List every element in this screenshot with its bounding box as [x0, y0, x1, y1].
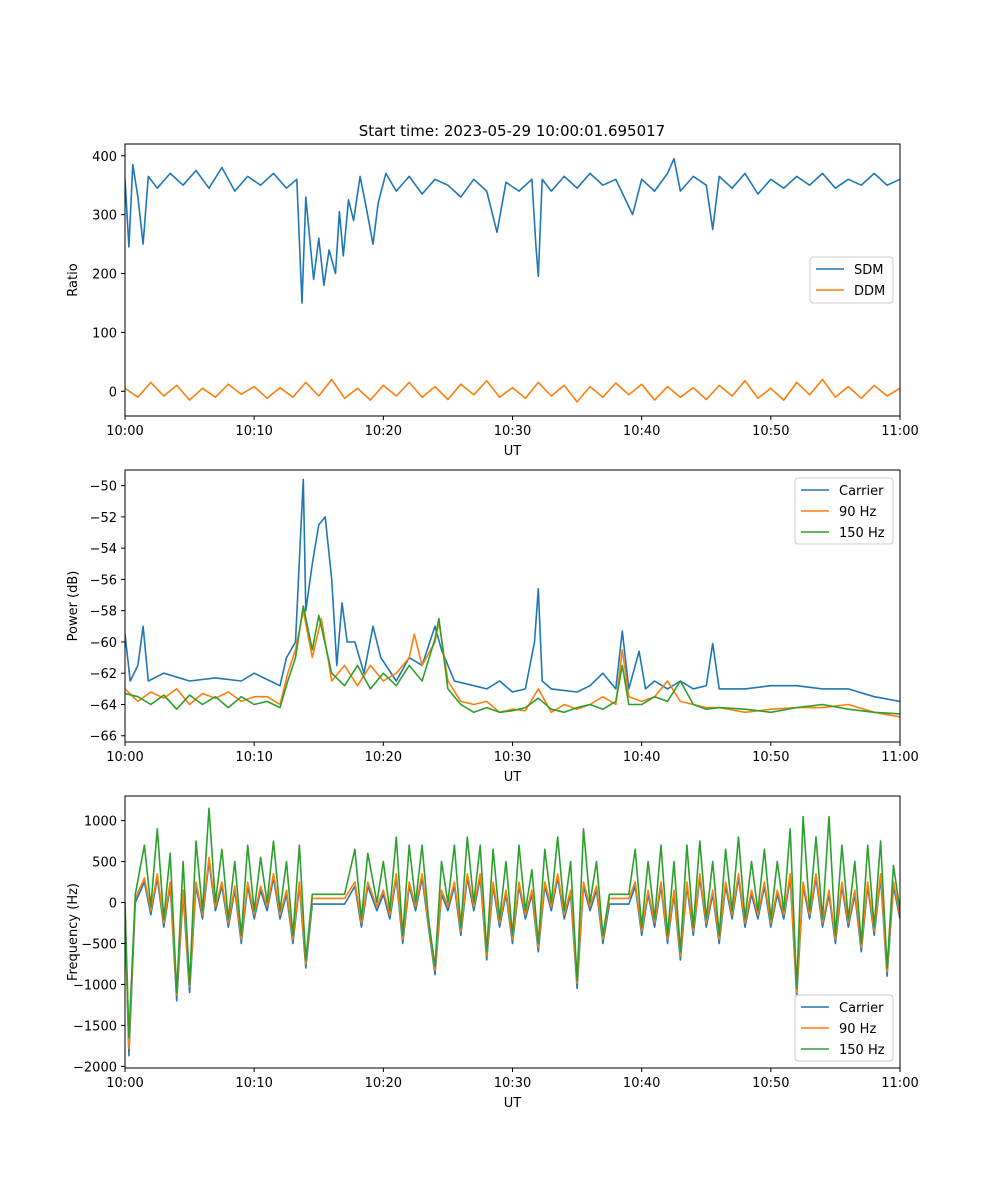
chart-panel-1: 10:00 10:10 10:20 10:30 10:40 10:50 11:00 0 100 2…: [66, 143, 919, 459]
series-line-150-hz: [125, 807, 900, 1039]
x-tick-label: 10:50: [752, 424, 789, 439]
y-tick-label: −58: [90, 605, 117, 620]
x-tick-label: 10:20: [365, 750, 402, 765]
y-tick-label: −54: [90, 542, 117, 557]
y-tick-label: 200: [92, 268, 117, 283]
y-tick-label: −52: [90, 511, 117, 526]
legend-label: Carrier: [839, 484, 884, 499]
chart-panel-3: 10:00 10:10 10:20 10:30 10:40 10:50 11:00 −2000…: [66, 795, 919, 1111]
legend: Carrier 90 Hz 150 Hz: [794, 477, 894, 545]
chart-panels: 10:00 10:10 10:20 10:30 10:40 10:50 11:00 0 100 2…: [66, 143, 919, 1111]
y-tick-label: −62: [90, 667, 117, 682]
x-tick-label: 10:50: [752, 750, 789, 765]
x-tick-label: 10:00: [106, 750, 143, 765]
x-tick-label: 10:40: [623, 1076, 660, 1091]
x-tick-label: 10:00: [106, 1076, 143, 1091]
legend: Carrier 90 Hz 150 Hz: [794, 994, 894, 1062]
y-tick-label: 500: [92, 856, 117, 871]
y-tick-label: −50: [90, 480, 117, 495]
x-axis-label: UT: [504, 444, 522, 459]
y-axis-label: Power (dB): [66, 571, 81, 642]
x-axis-label: UT: [504, 770, 522, 785]
x-tick-label: 10:40: [623, 424, 660, 439]
y-tick-label: −500: [81, 937, 117, 952]
y-tick-label: −56: [90, 573, 117, 588]
y-tick-label: −60: [90, 636, 117, 651]
x-tick-label: 10:30: [494, 1076, 531, 1091]
series-line-ddm: [125, 378, 900, 403]
series-line-150-hz: [125, 605, 900, 715]
chart-panel-2: 10:00 10:10 10:20 10:30 10:40 10:50 11:00 −66 −6…: [66, 469, 919, 785]
x-tick-label: 11:00: [881, 1076, 918, 1091]
x-tick-label: 10:20: [365, 424, 402, 439]
legend: SDM DDM: [809, 256, 894, 304]
x-tick-label: 11:00: [881, 424, 918, 439]
x-axis-label: UT: [504, 1096, 522, 1111]
x-tick-label: 10:30: [494, 750, 531, 765]
series-line-sdm: [125, 157, 900, 304]
figure-title: Start time: 2023-05-29 10:00:01.695017: [359, 122, 665, 140]
legend-label: Carrier: [839, 1001, 884, 1016]
y-tick-label: 0: [109, 897, 117, 912]
x-tick-label: 10:40: [623, 750, 660, 765]
y-axis-label: Ratio: [66, 263, 81, 296]
x-tick-label: 10:20: [365, 1076, 402, 1091]
y-tick-label: −64: [90, 698, 117, 713]
y-tick-label: 300: [92, 209, 117, 224]
series-line-carrier: [125, 478, 900, 703]
legend-label: 90 Hz: [839, 1022, 876, 1037]
series-line-90-hz: [125, 609, 900, 718]
legend-box: [794, 994, 894, 1062]
legend-label: 150 Hz: [839, 1043, 885, 1058]
series-line-carrier: [125, 860, 900, 1057]
legend-label: 90 Hz: [839, 505, 876, 520]
legend-label: 150 Hz: [839, 526, 885, 541]
y-tick-label: 100: [92, 326, 117, 341]
x-tick-label: 10:10: [235, 1076, 272, 1091]
x-tick-label: 10:30: [494, 424, 531, 439]
x-tick-label: 10:10: [235, 750, 272, 765]
x-tick-label: 10:10: [235, 424, 272, 439]
y-tick-label: −2000: [73, 1060, 117, 1075]
y-tick-label: 1000: [84, 815, 117, 830]
y-axis-label: Frequency (Hz): [66, 883, 81, 981]
legend-label: SDM: [854, 263, 883, 278]
y-tick-label: −1000: [73, 978, 117, 993]
series-line-90-hz: [125, 856, 900, 1050]
y-tick-label: −1500: [73, 1019, 117, 1034]
legend-box: [794, 477, 894, 545]
y-tick-label: −66: [90, 730, 117, 745]
x-tick-label: 10:50: [752, 1076, 789, 1091]
y-tick-label: 400: [92, 150, 117, 165]
y-tick-label: 0: [109, 385, 117, 400]
x-tick-label: 10:00: [106, 424, 143, 439]
legend-label: DDM: [854, 284, 885, 299]
x-tick-label: 11:00: [881, 750, 918, 765]
